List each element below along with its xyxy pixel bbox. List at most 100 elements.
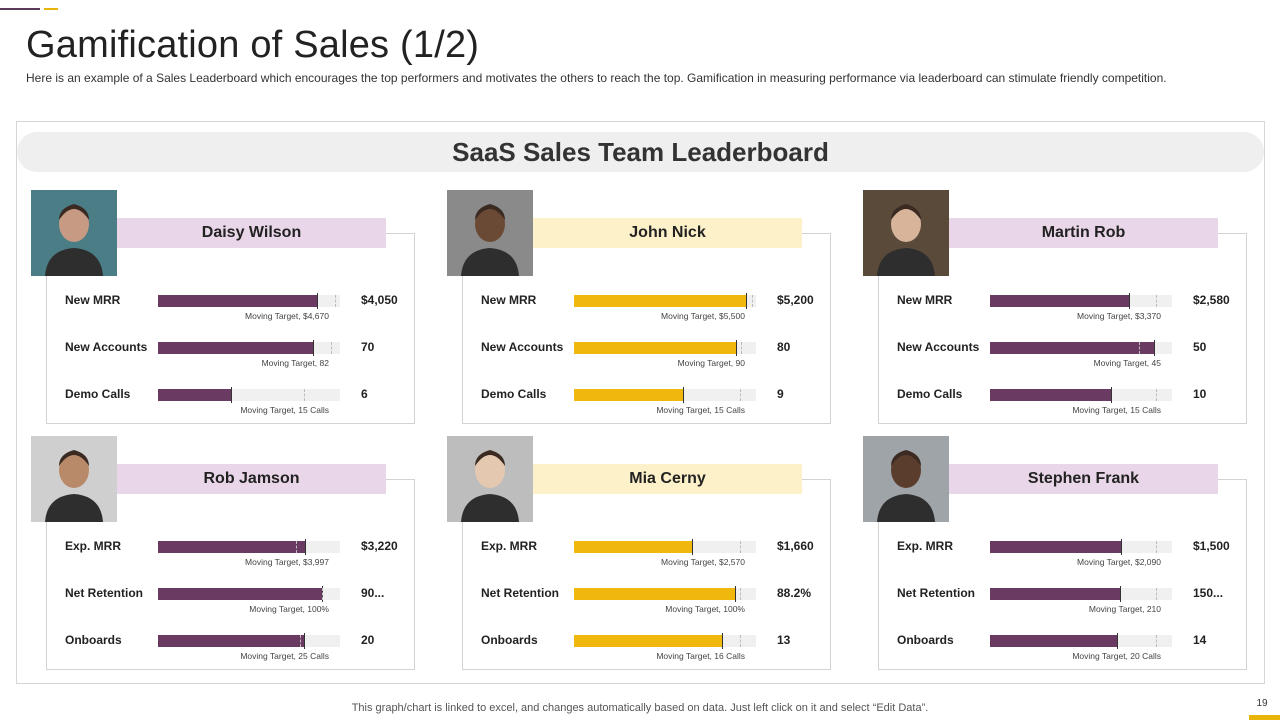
- target-marker: [303, 389, 305, 401]
- metric-value: 10: [1193, 387, 1207, 401]
- top-accent-line: [0, 8, 40, 10]
- metric-value: 9: [777, 387, 784, 401]
- metric-value: $4,050: [361, 293, 398, 307]
- progress-end-marker: [1129, 293, 1131, 309]
- metric-value: 88.2%: [777, 586, 812, 600]
- progress-end-marker: [317, 293, 319, 309]
- moving-target-label: Moving Target, $3,997: [245, 557, 329, 567]
- moving-target-label: Moving Target, 100%: [249, 604, 329, 614]
- progress-track: [158, 539, 340, 555]
- target-marker: [299, 635, 301, 647]
- metric-value: 6: [361, 387, 368, 401]
- progress-fill: [574, 635, 722, 647]
- target-marker: [1139, 342, 1141, 354]
- progress-fill: [158, 342, 314, 354]
- metric-label: Demo Calls: [897, 387, 963, 401]
- moving-target-label: Moving Target, 15 Calls: [240, 405, 329, 415]
- person-name: Rob Jamson: [117, 464, 386, 494]
- metric-label: Net Retention: [897, 586, 975, 600]
- target-marker: [330, 342, 332, 354]
- target-marker: [752, 295, 754, 307]
- progress-end-marker: [1111, 387, 1113, 403]
- metric-label: New MRR: [481, 293, 537, 307]
- progress-end-marker: [1153, 340, 1155, 356]
- metric-label: Onboards: [481, 633, 538, 647]
- leaderboard-title: SaaS Sales Team Leaderboard: [452, 137, 829, 167]
- person-name: Stephen Frank: [949, 464, 1218, 494]
- metric-value: $1,660: [777, 539, 814, 553]
- person-name: John Nick: [533, 218, 802, 248]
- person-photo: [447, 190, 533, 276]
- metric-label: Exp. MRR: [65, 539, 122, 553]
- progress-fill: [574, 342, 736, 354]
- page-description: Here is an example of a Sales Leaderboar…: [26, 71, 1167, 85]
- moving-target-label: Moving Target, 210: [1088, 604, 1161, 614]
- person-photo: [863, 436, 949, 522]
- metric-label: Net Retention: [65, 586, 143, 600]
- metric-label: Demo Calls: [65, 387, 131, 401]
- metric-label: Onboards: [65, 633, 122, 647]
- target-marker: [739, 588, 741, 600]
- progress-end-marker: [1119, 586, 1121, 602]
- progress-fill: [574, 389, 684, 401]
- target-marker: [321, 588, 323, 600]
- moving-target-label: Moving Target, $4,670: [245, 311, 329, 321]
- progress-end-marker: [313, 340, 315, 356]
- progress-track: [574, 586, 756, 602]
- progress-fill: [574, 588, 735, 600]
- progress-fill: [990, 635, 1118, 647]
- page-title: Gamification of Sales (1/2): [26, 24, 480, 66]
- target-marker: [739, 389, 741, 401]
- footer-note: This graph/chart is linked to excel, and…: [351, 702, 929, 714]
- progress-fill: [990, 588, 1120, 600]
- progress-fill: [158, 295, 318, 307]
- metric-value: 13: [777, 633, 791, 647]
- target-marker: [1155, 389, 1157, 401]
- target-marker: [1155, 295, 1157, 307]
- metric-value: $1,500: [1193, 539, 1230, 553]
- metric-value: 50: [1193, 340, 1207, 354]
- moving-target-label: Moving Target, 15 Calls: [656, 405, 745, 415]
- moving-target-label: Moving Target, 25 Calls: [240, 651, 329, 661]
- metric-value: 70: [361, 340, 375, 354]
- progress-track: [990, 586, 1172, 602]
- moving-target-label: Moving Target, $3,370: [1077, 311, 1161, 321]
- progress-fill: [574, 295, 746, 307]
- top-accent-line-gold: [44, 8, 58, 10]
- person-photo: [31, 436, 117, 522]
- leaderboard-card: Mia Cerny Exp. MRR $1,660 Moving Target, $2…: [447, 436, 831, 670]
- moving-target-label: Moving Target, 20 Calls: [1072, 651, 1161, 661]
- progress-end-marker: [303, 633, 305, 649]
- progress-fill: [158, 635, 304, 647]
- moving-target-label: Moving Target, 82: [261, 358, 329, 368]
- progress-track: [574, 633, 756, 649]
- metric-value: 90...: [361, 586, 385, 600]
- leaderboard-card: Rob Jamson Exp. MRR $3,220 Moving Target, $…: [31, 436, 415, 670]
- progress-track: [158, 586, 340, 602]
- person-photo: [447, 436, 533, 522]
- progress-track: [990, 633, 1172, 649]
- target-marker: [739, 541, 741, 553]
- metric-value: 14: [1193, 633, 1207, 647]
- metric-value: $2,580: [1193, 293, 1230, 307]
- progress-fill: [158, 588, 322, 600]
- progress-track: [574, 340, 756, 356]
- progress-end-marker: [745, 293, 747, 309]
- target-marker: [1155, 541, 1157, 553]
- target-marker: [741, 342, 743, 354]
- moving-target-label: Moving Target, $2,570: [661, 557, 745, 567]
- progress-track: [158, 387, 340, 403]
- progress-track: [158, 293, 340, 309]
- progress-track: [574, 387, 756, 403]
- metric-label: Onboards: [897, 633, 954, 647]
- progress-track: [158, 340, 340, 356]
- moving-target-label: Moving Target, 16 Calls: [656, 651, 745, 661]
- metric-value: 80: [777, 340, 791, 354]
- moving-target-label: Moving Target, $2,090: [1077, 557, 1161, 567]
- metric-label: New Accounts: [897, 340, 980, 354]
- metric-value: 20: [361, 633, 375, 647]
- moving-target-label: Moving Target, 15 Calls: [1072, 405, 1161, 415]
- target-marker: [1155, 635, 1157, 647]
- progress-end-marker: [1120, 539, 1122, 555]
- metric-label: Demo Calls: [481, 387, 547, 401]
